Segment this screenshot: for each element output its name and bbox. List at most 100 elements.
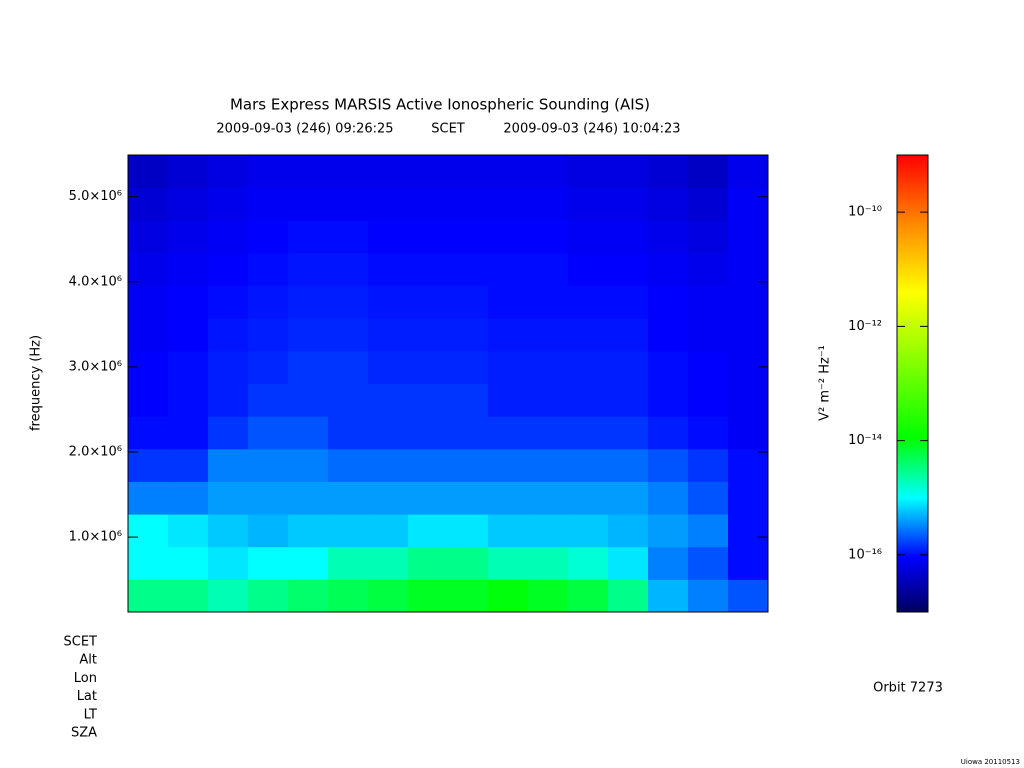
heatmap-cell — [368, 285, 409, 319]
heatmap-cell — [368, 187, 409, 221]
heatmap-cell — [608, 546, 649, 580]
heatmap-cell — [688, 546, 729, 580]
heatmap-cell — [248, 579, 289, 613]
heatmap-cell — [568, 383, 609, 417]
heatmap-cell — [528, 481, 569, 515]
heatmap-cell — [168, 514, 209, 548]
heatmap-cell — [168, 416, 209, 450]
heatmap-cell — [648, 220, 689, 254]
heatmap-cell — [328, 579, 369, 613]
heatmap-cell — [128, 350, 169, 384]
heatmap-cell — [208, 546, 249, 580]
heatmap-cell — [128, 155, 169, 189]
heatmap-cell — [208, 252, 249, 287]
heatmap-cell — [328, 448, 369, 482]
heatmap-cell — [688, 155, 729, 189]
heatmap-cell — [648, 350, 689, 384]
heatmap-cell — [128, 220, 169, 254]
table-row-label: Alt — [79, 653, 97, 668]
heatmap-cell — [448, 448, 489, 482]
heatmap-cell — [568, 514, 609, 548]
table-row-label: Lon — [74, 671, 97, 686]
heatmap-cell — [528, 155, 569, 189]
heatmap-cell — [328, 481, 369, 515]
table-row-label: LT — [84, 707, 97, 722]
heatmap-cell — [728, 155, 769, 189]
heatmap-cell — [728, 220, 769, 254]
heatmap-cell — [328, 252, 369, 287]
heatmap-cell — [408, 318, 449, 352]
heatmap-cell — [488, 187, 529, 221]
heatmap-cell — [448, 481, 489, 515]
heatmap-cell — [728, 187, 769, 221]
heatmap-cell — [408, 350, 449, 384]
heatmap-cell — [128, 481, 169, 515]
heatmap-cell — [208, 220, 249, 254]
heatmap-cell — [408, 546, 449, 580]
heatmap-cell — [488, 155, 529, 189]
y-tick-label: 5.0×10⁶ — [69, 189, 122, 204]
credit: Uiowa 20110513 — [961, 758, 1020, 766]
heatmap-cell — [448, 187, 489, 221]
heatmap-cell — [128, 546, 169, 580]
heatmap-cell — [328, 187, 369, 221]
heatmap-cell — [168, 546, 209, 580]
heatmap-cell — [128, 416, 169, 450]
heatmap-cell — [608, 448, 649, 482]
heatmap-cell — [248, 448, 289, 482]
heatmap-cell — [408, 579, 449, 613]
heatmap-cell — [688, 383, 729, 417]
heatmap-cell — [168, 350, 209, 384]
subtitle-mid: SCET — [431, 122, 465, 137]
chart-title: Mars Express MARSIS Active Ionospheric S… — [230, 96, 650, 114]
heatmap-cell — [168, 252, 209, 287]
heatmap-cell — [248, 285, 289, 319]
colorbar-tick-label: 10⁻¹⁰ — [848, 205, 882, 220]
heatmap-cell — [608, 383, 649, 417]
heatmap-cell — [248, 155, 289, 189]
heatmap-cell — [288, 448, 329, 482]
heatmap-cell — [568, 448, 609, 482]
heatmap-cell — [568, 579, 609, 613]
heatmap-cell — [288, 285, 329, 319]
heatmap-cell — [728, 416, 769, 450]
heatmap-cell — [288, 579, 329, 613]
colorbar-label: V² m⁻² Hz⁻¹ — [818, 345, 833, 421]
heatmap-cell — [448, 416, 489, 450]
heatmap-cell — [728, 285, 769, 319]
heatmap-cell — [648, 448, 689, 482]
heatmap-cell — [488, 416, 529, 450]
heatmap-cell — [728, 481, 769, 515]
heatmap-cell — [168, 155, 209, 189]
heatmap-cell — [288, 514, 329, 548]
heatmap-cell — [248, 546, 289, 580]
heatmap-cell — [168, 448, 209, 482]
heatmap-cell — [528, 383, 569, 417]
heatmap-cell — [288, 220, 329, 254]
heatmap-cell — [288, 187, 329, 221]
heatmap-cell — [528, 514, 569, 548]
heatmap-cell — [368, 514, 409, 548]
heatmap-cell — [528, 546, 569, 580]
heatmap-cell — [248, 220, 289, 254]
heatmap-cell — [328, 514, 369, 548]
heatmap-cell — [608, 220, 649, 254]
heatmap-cell — [368, 220, 409, 254]
heatmap-cell — [368, 383, 409, 417]
heatmap-cell — [288, 481, 329, 515]
heatmap-cell — [448, 318, 489, 352]
table-row-label: SZA — [71, 726, 97, 741]
heatmap-cell — [528, 252, 569, 287]
heatmap-cell — [248, 318, 289, 352]
heatmap-cell — [288, 383, 329, 417]
heatmap-cell — [368, 155, 409, 189]
heatmap-cell — [288, 416, 329, 450]
heatmap-cell — [208, 350, 249, 384]
heatmap-cell — [608, 579, 649, 613]
heatmap-cell — [208, 285, 249, 319]
heatmap-cell — [688, 579, 729, 613]
heatmap-cell — [648, 481, 689, 515]
heatmap-cell — [208, 579, 249, 613]
heatmap-cell — [528, 416, 569, 450]
